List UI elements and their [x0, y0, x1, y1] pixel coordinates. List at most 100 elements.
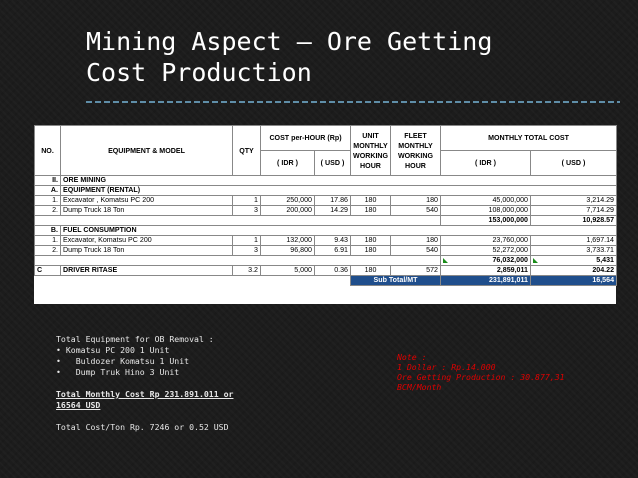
section-label: ORE MINING	[59, 175, 618, 186]
subtotal-a-usd: 10,928.57	[529, 215, 618, 226]
cell-total-idr: 23,760,000	[440, 235, 531, 246]
cell-qty: 1	[232, 235, 261, 246]
cell-fleet-hour: 180	[390, 195, 441, 206]
table-row: 1. Excavator, Komatsu PC 200 1 132,000 9…	[34, 235, 618, 246]
exchange-note: Note : 1 Dollar : Rp.14.000 Ore Getting …	[397, 352, 565, 392]
cost-table: NO. EQUIPMENT & MODEL QTY COST per-HOUR …	[34, 125, 618, 286]
cell-unit-hour: 180	[350, 245, 391, 256]
slide-title-line2: Cost Production	[86, 58, 312, 87]
table-header-row: NO. EQUIPMENT & MODEL QTY COST per-HOUR …	[34, 125, 618, 176]
table-row: 2. Dump Truck 18 Ton 3 200,000 14.29 180…	[34, 205, 618, 216]
header-total-usd: ( USD )	[529, 150, 618, 176]
header-monthly-total: MONTHLY TOTAL COST	[439, 125, 618, 151]
cell-total-usd: 1,697.14	[529, 235, 618, 246]
cell-no: C	[34, 265, 61, 276]
cell-fleet-hour: 180	[390, 235, 441, 246]
table-subheader-row: ( IDR ) ( USD ) ( IDR ) ( USD )	[35, 150, 618, 176]
slide-title: Mining Aspect – Ore Getting Cost Product…	[86, 26, 492, 88]
subtotal-mt-usd: 16,564	[529, 275, 618, 286]
summary-item-text: Komatsu PC 200 1 Unit	[65, 345, 170, 355]
monthly-cost-line1: Total Monthly Cost Rp 231.891.011 or	[56, 389, 234, 399]
cell-cost-idr: 5,000	[260, 265, 315, 276]
section-row-equipment-rental: A. EQUIPMENT (RENTAL)	[34, 185, 618, 196]
subtotal-spacer	[34, 255, 441, 266]
summary-item-text: Dump Truk Hino 3 Unit	[75, 367, 180, 377]
cell-fleet-hour: 540	[390, 205, 441, 216]
header-unit-monthly: UNIT MONTHLY WORKING HOUR	[350, 125, 391, 176]
subtotal-b-idr: 76,032,000	[492, 256, 528, 265]
cell-unit-hour: 180	[350, 235, 391, 246]
cost-table-image: NO. EQUIPMENT & MODEL QTY COST per-HOUR …	[34, 125, 618, 304]
table-row: 2. Dump Truck 18 Ton 3 96,800 6.91 180 5…	[34, 245, 618, 256]
cell-equipment: DRIVER RITASE	[60, 265, 233, 276]
cell-unit-hour: 180	[350, 195, 391, 206]
subtotal-mt-label: Sub Total/MT	[350, 275, 441, 286]
cell-qty: 3	[232, 205, 261, 216]
section-label: FUEL CONSUMPTION	[59, 225, 618, 236]
header-total-idr: ( IDR )	[440, 150, 531, 176]
subtotal-a-idr: 153,000,000	[440, 215, 531, 226]
cell-total-idr: 108,000,000	[440, 205, 531, 216]
summary-item: • Dump Truk Hino 3 Unit	[56, 367, 233, 378]
table-row: 1. Excavator , Komatsu PC 200 1 250,000 …	[34, 195, 618, 206]
subtotal-b-usd-cell: 5,431	[529, 255, 618, 266]
subtotal-row-a: 153,000,000 10,928.57	[34, 215, 618, 226]
subtotal-row-b: 76,032,000 5,431	[34, 255, 618, 266]
monthly-cost-line2: 16564 USD	[56, 400, 101, 410]
section-label: EQUIPMENT (RENTAL)	[59, 185, 618, 196]
cell-total-usd: 204.22	[529, 265, 618, 276]
cell-total-usd: 7,714.29	[529, 205, 618, 216]
cell-cost-idr: 132,000	[260, 235, 315, 246]
equipment-summary: Total Equipment for OB Removal : • Komat…	[56, 334, 233, 433]
cell-fleet-hour: 572	[390, 265, 441, 276]
section-row-fuel: B. FUEL CONSUMPTION	[34, 225, 618, 236]
subtotal-spacer	[34, 215, 441, 226]
cell-unit-hour: 180	[350, 205, 391, 216]
spacer	[56, 378, 233, 389]
cell-cost-idr: 250,000	[260, 195, 315, 206]
cell-cost-usd: 14.29	[314, 205, 351, 216]
cell-cost-usd: 17.86	[314, 195, 351, 206]
subtotal-spacer	[35, 276, 351, 286]
cell-qty: 3	[232, 245, 261, 256]
cell-no: 1.	[34, 235, 61, 246]
comment-marker-icon	[443, 258, 448, 263]
bullet-icon: •	[56, 367, 76, 377]
subtotal-mt-idr: 231,891,011	[440, 275, 531, 286]
bullet-icon: •	[56, 345, 66, 355]
header-fleet-monthly: FLEET MONTHLY WORKING HOUR	[390, 125, 441, 176]
comment-marker-icon	[533, 258, 538, 263]
cell-equipment: Dump Truck 18 Ton	[60, 245, 233, 256]
section-no: II.	[34, 175, 61, 186]
bullet-icon: •	[56, 356, 76, 366]
cost-per-ton: Total Cost/Ton Rp. 7246 or 0.52 USD	[56, 422, 229, 432]
subtotal-b-idr-cell: 76,032,000	[440, 255, 531, 266]
slide-title-line1: Mining Aspect – Ore Getting	[86, 27, 493, 56]
header-qty: QTY	[232, 125, 261, 176]
cell-equipment: Excavator , Komatsu PC 200	[60, 195, 233, 206]
cell-cost-idr: 200,000	[260, 205, 315, 216]
summary-item: • Komatsu PC 200 1 Unit	[56, 345, 233, 356]
row-driver-ritase: C DRIVER RITASE 3.2 5,000 0.36 180 572 2…	[34, 265, 618, 276]
title-divider	[86, 101, 620, 103]
cell-cost-usd: 9.43	[314, 235, 351, 246]
cell-no: 2.	[34, 245, 61, 256]
cell-equipment: Dump Truck 18 Ton	[60, 205, 233, 216]
cell-no: 1.	[34, 195, 61, 206]
cell-unit-hour: 180	[350, 265, 391, 276]
subtotal-b-usd: 5,431	[596, 256, 615, 265]
section-row-ore-mining: II. ORE MINING	[34, 175, 618, 186]
summary-item-text: Buldozer Komatsu 1 Unit	[75, 356, 190, 366]
cell-cost-usd: 0.36	[314, 265, 351, 276]
cell-total-idr: 52,272,000	[440, 245, 531, 256]
subtotal-mt-row: Sub Total/MT 231,891,011 16,564	[35, 275, 618, 286]
note-line2: 1 Dollar : Rp.14.000	[397, 362, 496, 372]
cell-total-usd: 3,214.29	[529, 195, 618, 206]
cell-cost-usd: 6.91	[314, 245, 351, 256]
cell-total-usd: 3,733.71	[529, 245, 618, 256]
section-no: B.	[34, 225, 61, 236]
header-equipment: EQUIPMENT & MODEL	[60, 125, 233, 176]
cell-fleet-hour: 540	[390, 245, 441, 256]
note-line4: BCM/Month	[397, 382, 442, 392]
header-cost-usd: ( USD )	[314, 150, 351, 176]
